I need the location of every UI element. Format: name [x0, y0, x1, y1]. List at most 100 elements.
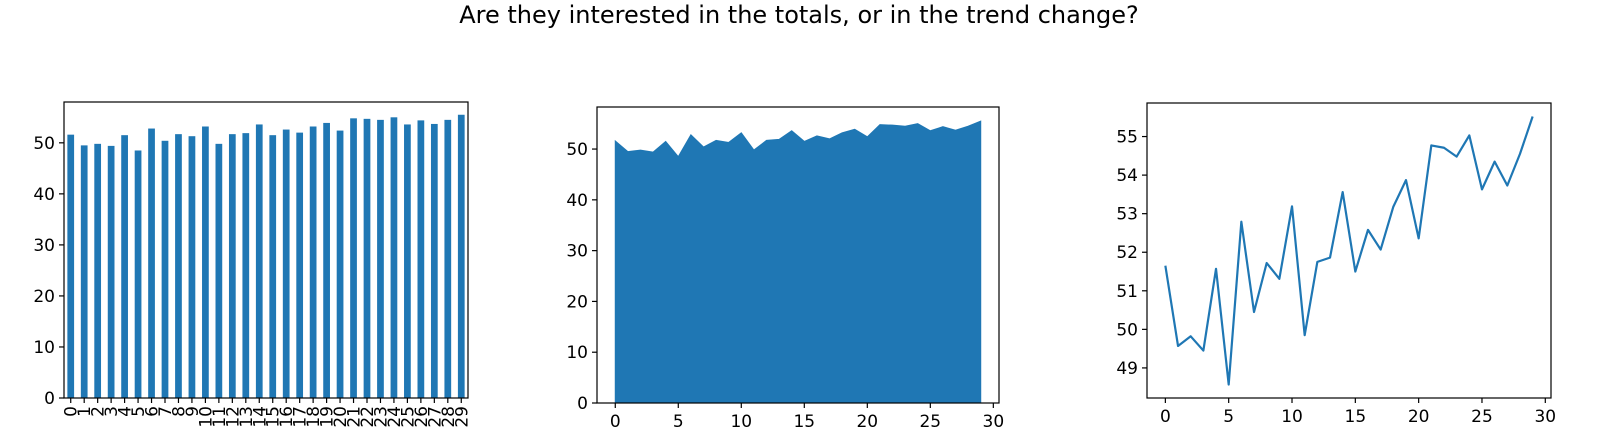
- bar: [296, 132, 304, 398]
- y-tick-label: 53: [1116, 205, 1138, 225]
- bar: [350, 118, 357, 399]
- line-chart: 49 50 51 52 53 54 55 0 5 10 15 20 25 30: [1116, 102, 1556, 427]
- axes-frame: [1146, 102, 1552, 399]
- y-tick-label: 50: [33, 134, 55, 154]
- axes-frame: [596, 106, 1000, 404]
- bar: [94, 143, 102, 398]
- x-tick-label: 25: [398, 406, 418, 428]
- x-tick-label: 20: [856, 412, 878, 432]
- x-tick-label: 9: [183, 406, 203, 417]
- series-line: [1164, 116, 1534, 386]
- x-tick-label: 28: [439, 406, 459, 428]
- y-tick-label: 10: [566, 343, 588, 363]
- x-tick-label: 20: [1408, 407, 1430, 427]
- x-tick-label: 14: [250, 406, 270, 428]
- x-tick-label: 5: [673, 412, 684, 432]
- x-tick-label: 26: [412, 406, 432, 428]
- bar: [430, 123, 438, 398]
- bar: [202, 126, 209, 398]
- x-tick-label: 5: [129, 406, 149, 417]
- bar-chart: 0102030405001234567891011121314151617181…: [33, 101, 472, 428]
- bar: [255, 124, 263, 398]
- y-tick-label: 0: [44, 389, 55, 409]
- x-tick-label: 0: [610, 412, 621, 432]
- y-tick-label: 30: [33, 236, 55, 256]
- x-tick-label: 15: [1345, 407, 1367, 427]
- figure-title: Are they interested in the totals, or in…: [459, 1, 1139, 29]
- axes-frame: [63, 101, 469, 399]
- bar: [188, 136, 196, 398]
- y-tick-label: 40: [566, 191, 588, 211]
- y-tick-label: 50: [1116, 320, 1138, 340]
- bar: [134, 150, 142, 398]
- bar: [80, 145, 88, 398]
- bar: [377, 119, 384, 399]
- bar: [161, 140, 169, 399]
- bar: [242, 133, 250, 398]
- x-tick-label: 16: [277, 406, 297, 428]
- x-tick-label: 1: [75, 406, 95, 417]
- x-tick-label: 12: [223, 406, 243, 428]
- bar: [282, 129, 290, 398]
- y-tick-label: 55: [1116, 128, 1138, 148]
- x-tick-label: 11: [210, 406, 230, 428]
- y-tick-label: 49: [1116, 359, 1138, 379]
- bar: [148, 128, 155, 398]
- x-tick-label: 15: [793, 412, 815, 432]
- x-tick-label: 6: [143, 406, 163, 417]
- x-tick-label: 15: [264, 406, 284, 428]
- x-tick-label: 10: [730, 412, 752, 432]
- bar: [457, 114, 465, 399]
- x-tick-label: 4: [116, 406, 136, 417]
- x-tick-label: 10: [1281, 407, 1303, 427]
- x-tick-label: 17: [291, 406, 311, 428]
- x-tick-label: 30: [983, 412, 1005, 432]
- y-tick-label: 0: [577, 394, 588, 414]
- y-tick-label: 54: [1116, 166, 1138, 186]
- x-tick-label: 21: [345, 406, 365, 428]
- x-tick-label: 23: [371, 406, 391, 428]
- area-fill: [614, 120, 982, 404]
- y-tick-label: 20: [566, 292, 588, 312]
- bar: [269, 135, 277, 398]
- bar: [121, 135, 128, 398]
- x-tick-label: 29: [452, 406, 472, 428]
- bar: [444, 119, 452, 399]
- y-tick-label: 51: [1116, 282, 1138, 302]
- y-tick-label: 50: [566, 140, 588, 160]
- x-tick-label: 7: [156, 406, 176, 417]
- bar: [215, 143, 223, 398]
- y-tick-label: 30: [566, 242, 588, 262]
- bar: [107, 145, 115, 398]
- x-tick-label: 2: [89, 406, 109, 417]
- x-tick-label: 0: [1160, 407, 1171, 427]
- bar: [404, 124, 411, 398]
- x-tick-label: 22: [358, 406, 378, 428]
- bar: [309, 126, 317, 398]
- bar: [323, 122, 330, 399]
- y-tick-label: 52: [1116, 243, 1138, 263]
- x-tick-label: 20: [331, 406, 351, 428]
- y-tick-label: 20: [33, 287, 55, 307]
- x-tick-label: 19: [318, 406, 338, 428]
- x-tick-label: 25: [1471, 407, 1493, 427]
- x-tick-label: 30: [1534, 407, 1556, 427]
- x-tick-label: 8: [169, 406, 189, 417]
- x-tick-label: 5: [1223, 407, 1234, 427]
- x-tick-label: 0: [62, 406, 82, 417]
- bar: [175, 134, 182, 398]
- bar: [336, 130, 344, 398]
- x-tick-label: 13: [237, 406, 257, 428]
- y-tick-label: 40: [33, 185, 55, 205]
- bar: [417, 120, 425, 399]
- x-tick-label: 10: [196, 406, 216, 428]
- bar: [67, 134, 75, 399]
- x-tick-label: 25: [919, 412, 941, 432]
- bar: [390, 117, 398, 398]
- x-tick-label: 18: [304, 406, 324, 428]
- x-tick-label: 24: [385, 406, 405, 428]
- bar: [363, 118, 371, 399]
- area-chart: 0 10 20 30 40 50 0 5 10 15 20 25 30: [566, 106, 1005, 432]
- bar: [228, 134, 236, 398]
